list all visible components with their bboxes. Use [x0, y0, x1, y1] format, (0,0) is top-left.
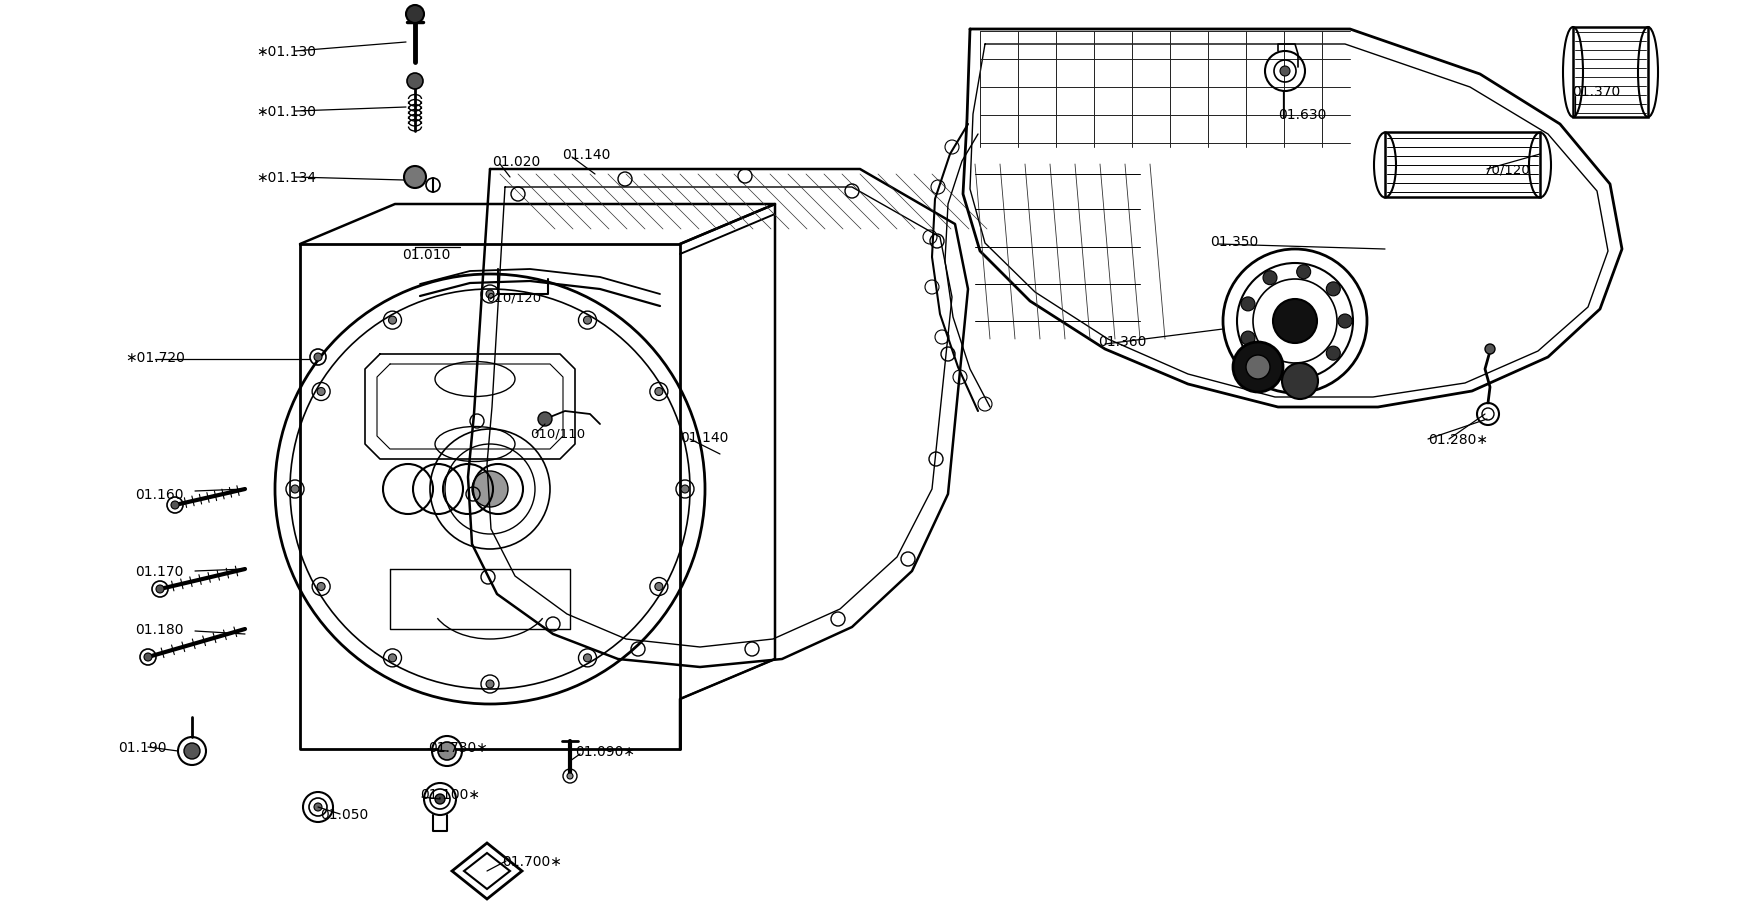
- Text: 01.630: 01.630: [1276, 108, 1325, 122]
- Circle shape: [583, 654, 591, 663]
- Circle shape: [1296, 364, 1309, 378]
- Circle shape: [1263, 271, 1276, 286]
- Circle shape: [1337, 314, 1351, 329]
- Text: 01.360: 01.360: [1097, 335, 1146, 348]
- Circle shape: [583, 317, 591, 324]
- Circle shape: [435, 794, 445, 804]
- Text: 010/110: 010/110: [530, 427, 584, 440]
- Circle shape: [654, 388, 663, 396]
- Text: 01.160: 01.160: [136, 487, 183, 502]
- Text: 01.100∗: 01.100∗: [419, 788, 480, 801]
- Circle shape: [290, 485, 299, 494]
- Text: 01.370: 01.370: [1570, 85, 1619, 99]
- Circle shape: [1282, 364, 1316, 400]
- Circle shape: [1245, 356, 1269, 380]
- Circle shape: [680, 485, 689, 494]
- Text: ∗01.720: ∗01.720: [125, 351, 184, 365]
- Circle shape: [1325, 282, 1339, 297]
- Circle shape: [1280, 67, 1289, 77]
- Circle shape: [567, 773, 572, 779]
- Circle shape: [654, 583, 663, 591]
- Text: 01.010: 01.010: [402, 248, 450, 262]
- Text: 01.180: 01.180: [136, 622, 183, 636]
- Text: 01.730∗: 01.730∗: [428, 740, 487, 754]
- Circle shape: [1483, 345, 1494, 355]
- Text: 01.140: 01.140: [562, 148, 610, 162]
- Text: ∗01.130: ∗01.130: [256, 105, 316, 119]
- Circle shape: [485, 290, 494, 299]
- Circle shape: [388, 654, 396, 663]
- Circle shape: [1325, 346, 1339, 361]
- Circle shape: [1233, 343, 1282, 392]
- Circle shape: [313, 354, 322, 361]
- Text: 70/120: 70/120: [1483, 164, 1530, 176]
- Text: 01.190: 01.190: [118, 740, 167, 754]
- Circle shape: [407, 74, 423, 90]
- Circle shape: [313, 803, 322, 811]
- Text: 01.170: 01.170: [136, 564, 183, 578]
- Circle shape: [1273, 300, 1316, 344]
- Circle shape: [1240, 298, 1254, 312]
- Circle shape: [405, 6, 424, 24]
- Text: 01.350: 01.350: [1209, 234, 1257, 249]
- Circle shape: [316, 388, 325, 396]
- Text: 01.020: 01.020: [492, 154, 539, 169]
- Circle shape: [471, 471, 508, 507]
- Text: ∗01.130: ∗01.130: [256, 45, 316, 59]
- Text: 010/120: 010/120: [485, 291, 541, 304]
- Text: 01.090∗: 01.090∗: [574, 744, 635, 758]
- Text: 01.280∗: 01.280∗: [1428, 433, 1487, 447]
- Circle shape: [388, 317, 396, 324]
- Circle shape: [316, 583, 325, 591]
- Circle shape: [1263, 357, 1276, 372]
- Circle shape: [1296, 266, 1309, 279]
- Circle shape: [157, 585, 163, 594]
- Circle shape: [1240, 332, 1254, 346]
- Text: 01.140: 01.140: [680, 430, 729, 445]
- Circle shape: [485, 680, 494, 688]
- Text: ∗01.134: ∗01.134: [256, 171, 316, 185]
- Circle shape: [403, 167, 426, 188]
- Text: 01.700∗: 01.700∗: [503, 854, 562, 868]
- Circle shape: [438, 743, 456, 760]
- Circle shape: [537, 413, 551, 426]
- Text: 01.050: 01.050: [320, 807, 369, 821]
- Circle shape: [170, 502, 179, 509]
- Circle shape: [184, 743, 200, 759]
- Circle shape: [144, 653, 151, 662]
